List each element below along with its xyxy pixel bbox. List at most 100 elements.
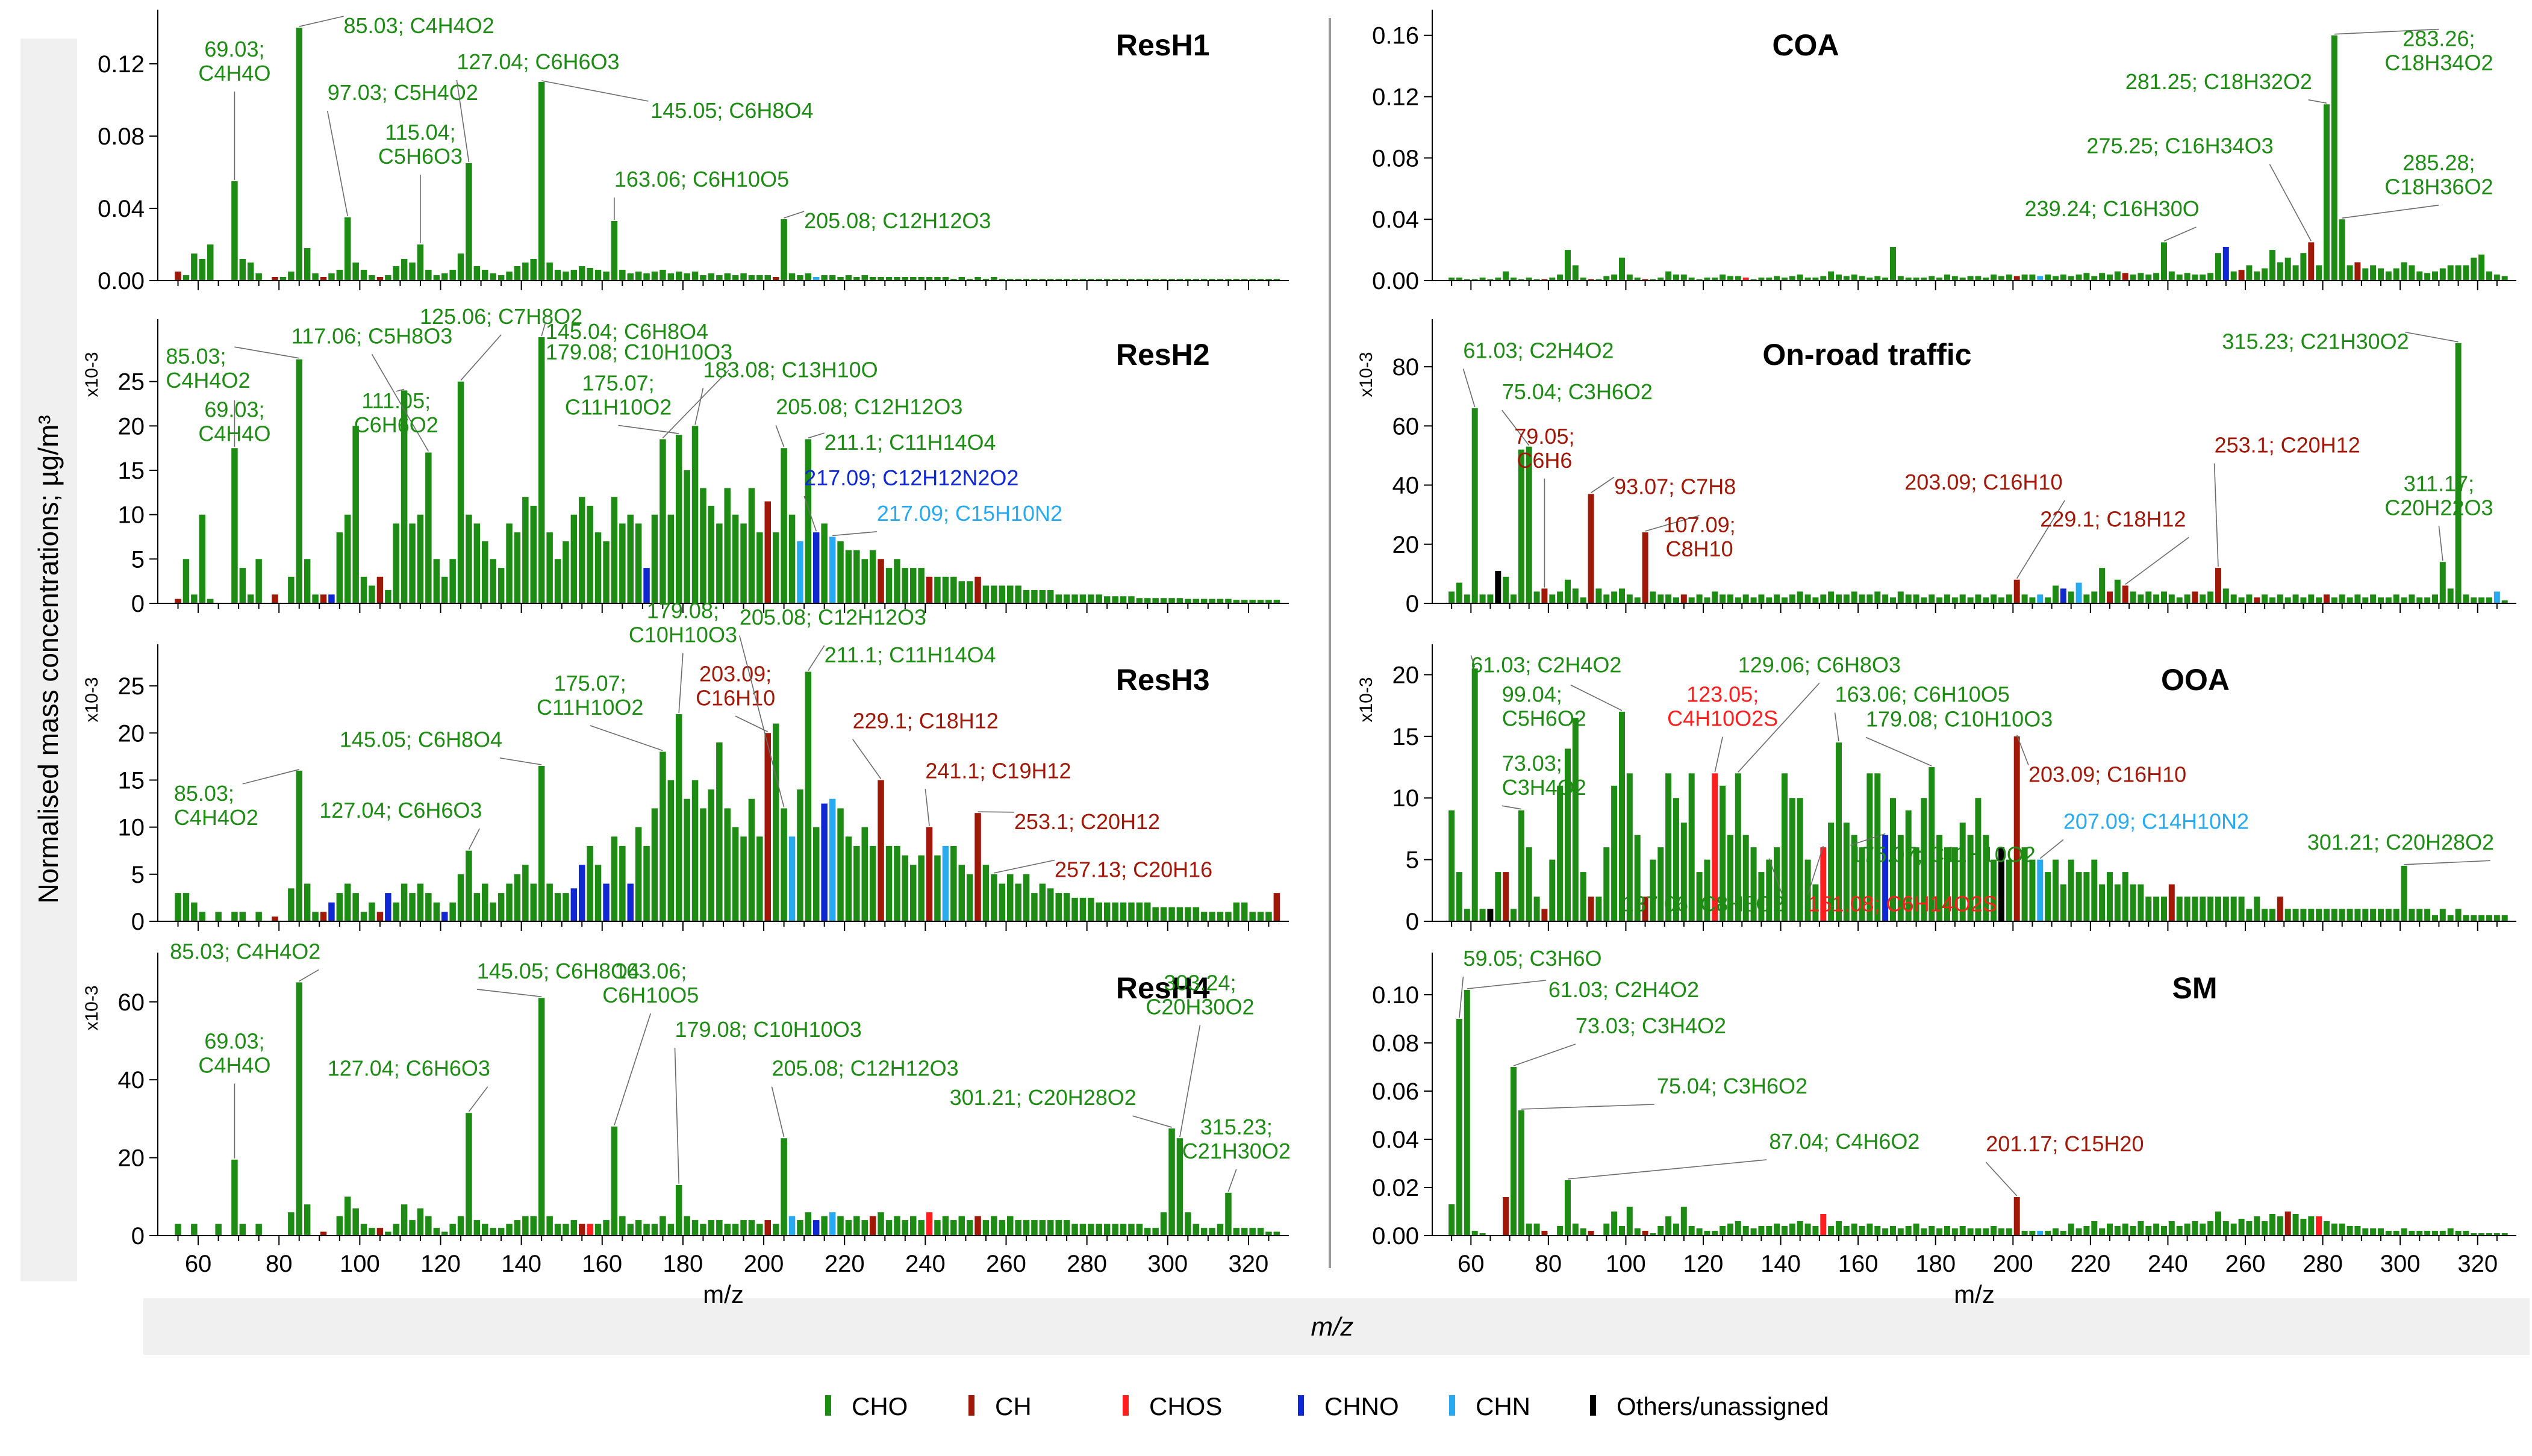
bar bbox=[1518, 449, 1524, 603]
bar bbox=[788, 273, 796, 281]
annotation-leader bbox=[1521, 1104, 1654, 1110]
bar bbox=[2107, 1224, 2113, 1236]
bar bbox=[1120, 902, 1127, 921]
bar bbox=[1595, 279, 1602, 281]
bar bbox=[1797, 798, 1803, 921]
bar bbox=[1464, 594, 1470, 603]
bar bbox=[2099, 884, 2106, 921]
annotation-label: C11H10O2 bbox=[565, 394, 672, 419]
bar bbox=[1936, 597, 1943, 603]
annotation-leader bbox=[499, 757, 542, 765]
bar bbox=[1096, 1224, 1102, 1236]
bar bbox=[1657, 277, 1664, 281]
bar bbox=[1225, 1192, 1232, 1236]
bar bbox=[2463, 594, 2469, 603]
y-exponent-label: x10-3 bbox=[82, 985, 102, 1030]
bar bbox=[1503, 271, 1509, 281]
bar bbox=[594, 270, 602, 281]
bar bbox=[587, 505, 593, 603]
bar bbox=[1673, 274, 1679, 281]
bar bbox=[1144, 279, 1151, 281]
bar bbox=[2409, 594, 2415, 603]
y-axis-label-band bbox=[20, 39, 77, 1281]
bar bbox=[1836, 1221, 1842, 1236]
bar bbox=[1572, 1224, 1579, 1236]
bar bbox=[2432, 1231, 2438, 1236]
bar bbox=[1680, 274, 1687, 281]
bar bbox=[2053, 585, 2059, 603]
bar bbox=[910, 568, 917, 603]
bar bbox=[2284, 909, 2291, 921]
legend-label: CHO bbox=[852, 1392, 908, 1420]
bar bbox=[506, 1224, 513, 1236]
annotation-label: C18H36O2 bbox=[2384, 175, 2493, 199]
bar bbox=[1983, 277, 1989, 281]
bar bbox=[1071, 1224, 1078, 1236]
bar bbox=[2176, 897, 2183, 921]
bar bbox=[279, 277, 287, 281]
annotation-leader bbox=[1459, 976, 1464, 1018]
bar bbox=[635, 1220, 642, 1236]
bar bbox=[1557, 591, 1564, 603]
bar bbox=[1913, 1224, 1919, 1236]
y-exponent-label: x10-3 bbox=[82, 352, 102, 397]
annotation-label: 203.09; C16H10 bbox=[2028, 762, 2186, 787]
bar bbox=[1897, 1228, 1904, 1236]
legend-item-chno: CHNO bbox=[1298, 1392, 1399, 1420]
bar bbox=[611, 836, 618, 921]
annotation-label: 115.04; bbox=[385, 120, 455, 145]
bar bbox=[910, 865, 917, 921]
bar bbox=[2432, 271, 2438, 281]
legend-label: CHNO bbox=[1324, 1392, 1399, 1420]
bar bbox=[651, 1224, 658, 1236]
bar bbox=[950, 279, 957, 281]
y-tick-label: 0.02 bbox=[1372, 1175, 1419, 1201]
bar bbox=[2161, 1226, 2167, 1236]
annotation-label: 211.1; C11H14O4 bbox=[825, 642, 996, 667]
bar bbox=[2424, 273, 2431, 281]
bar bbox=[369, 585, 375, 603]
bar bbox=[1828, 1226, 1835, 1236]
y-exponent-label: x10-3 bbox=[82, 677, 102, 722]
bar bbox=[1096, 902, 1102, 921]
bar bbox=[1951, 597, 1958, 603]
bar bbox=[1843, 276, 1850, 281]
bar bbox=[1225, 279, 1232, 281]
bar bbox=[1998, 847, 2004, 921]
bar bbox=[1797, 591, 1803, 603]
bar bbox=[756, 836, 763, 921]
bar bbox=[449, 270, 456, 281]
bar bbox=[1257, 1228, 1264, 1236]
bar bbox=[1704, 597, 1710, 603]
bar bbox=[182, 275, 190, 281]
bar bbox=[2478, 915, 2485, 921]
bar bbox=[2455, 1231, 2462, 1236]
bar bbox=[1160, 598, 1167, 603]
bar bbox=[2013, 276, 2020, 281]
bar bbox=[239, 568, 246, 603]
bar bbox=[482, 1224, 488, 1236]
bar bbox=[910, 277, 917, 281]
bar bbox=[441, 273, 448, 281]
bar bbox=[2122, 1224, 2128, 1236]
bar bbox=[1112, 596, 1118, 603]
bar bbox=[2277, 897, 2283, 921]
bar bbox=[345, 217, 351, 281]
annotation-label: 61.03; C2H4O2 bbox=[1463, 338, 1614, 362]
bar bbox=[449, 559, 456, 603]
bar bbox=[546, 1216, 553, 1236]
bar bbox=[2013, 1197, 2020, 1236]
bar bbox=[1580, 277, 1586, 281]
bar bbox=[1688, 1226, 1695, 1236]
bar bbox=[1518, 810, 1524, 921]
bar bbox=[732, 514, 739, 603]
bar bbox=[215, 1224, 222, 1236]
annotation-label: 61.03; C2H4O2 bbox=[1471, 652, 1621, 677]
panel-title: ResH1 bbox=[1116, 28, 1210, 62]
bar bbox=[1774, 1224, 1780, 1236]
bar bbox=[1588, 1231, 1594, 1236]
bar bbox=[175, 599, 181, 603]
bar bbox=[2346, 265, 2353, 281]
bar bbox=[360, 1224, 367, 1236]
legend-item-chos: CHOS bbox=[1123, 1392, 1222, 1420]
